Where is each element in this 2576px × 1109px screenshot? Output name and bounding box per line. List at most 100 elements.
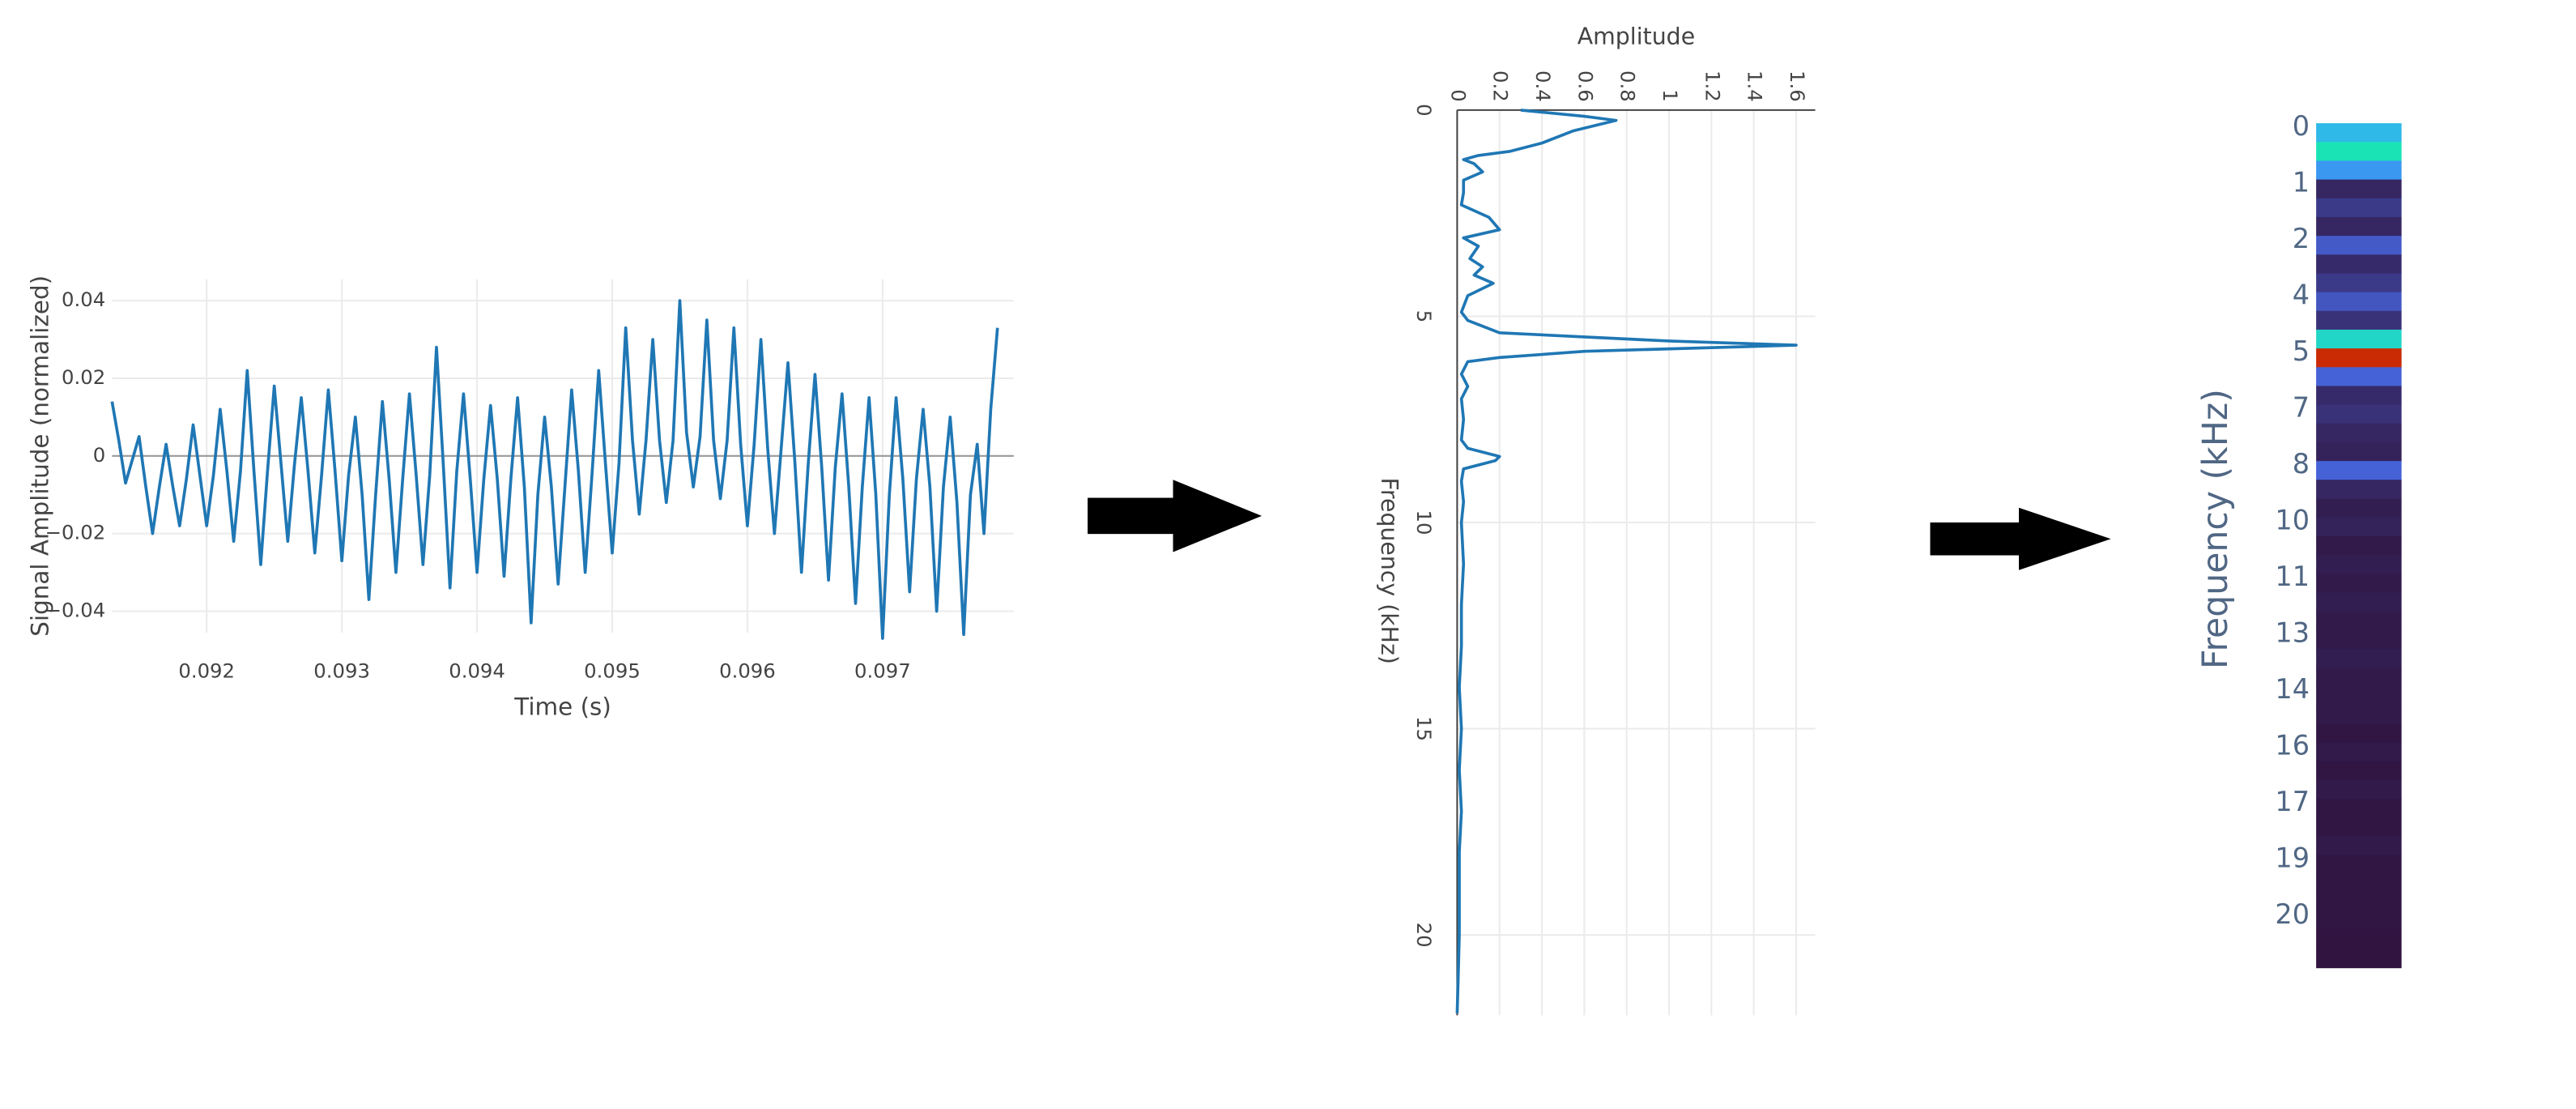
y-tick-label: 2 — [2293, 223, 2310, 254]
y-tick-label: 1 — [2293, 167, 2310, 198]
heatmap-cell — [2316, 367, 2402, 387]
heatmap-cell — [2316, 292, 2402, 312]
y-tick-label: 0.04 — [62, 288, 105, 311]
y-axis-title: Signal Amplitude (normalized) — [27, 275, 54, 637]
heatmap-cell — [2316, 836, 2402, 856]
y-tick-label: 8 — [2293, 448, 2310, 480]
y-tick-label: 4 — [2293, 279, 2310, 311]
y-tick-label: 0 — [2293, 110, 2310, 142]
heatmap-cell — [2316, 123, 2402, 143]
frequency-tick-label: 10 — [1412, 510, 1436, 535]
y-tick-label: 0.02 — [62, 365, 105, 389]
heatmap-cell — [2316, 498, 2402, 518]
y-tick-label: 11 — [2275, 561, 2310, 592]
x-tick-label: 0.096 — [719, 659, 776, 683]
heatmap-cell — [2316, 629, 2402, 650]
frequency-tick-label: 5 — [1412, 310, 1436, 322]
heatmap-cell — [2316, 554, 2402, 574]
heatmap-cell — [2316, 611, 2402, 631]
heatmap-cell — [2316, 592, 2402, 612]
heatmap-cell — [2316, 667, 2402, 687]
heatmap-cell — [2316, 310, 2402, 331]
heatmap-cell — [2316, 892, 2402, 912]
heatmap-cell — [2316, 779, 2402, 800]
heatmap-cell — [2316, 799, 2402, 818]
heatmap-cell — [2316, 517, 2402, 537]
heatmap-cell — [2316, 160, 2402, 181]
y-tick-label: 7 — [2293, 392, 2310, 424]
x-axis-title: Time (s) — [513, 693, 611, 721]
heatmap-cell — [2316, 648, 2402, 668]
heatmap-cell — [2316, 949, 2402, 969]
heatmap-cell — [2316, 705, 2402, 725]
arrow-head — [2019, 507, 2111, 570]
arrow-head — [1173, 480, 1262, 552]
amplitude-tick-label: 1.4 — [1744, 70, 1767, 102]
heatmap-cell — [2316, 254, 2402, 275]
plot: 0 0.2 0.4 0.6 0.8 1 1.2 1.4 1.6 0 5 10 15 20 Amplitude… — [1376, 23, 1816, 1016]
amplitude-tick-label: 0.4 — [1531, 70, 1555, 102]
heatmap-cell — [2316, 873, 2402, 894]
y-axis-title: Frequency (kHz) — [2195, 389, 2236, 669]
y-tick-label: 16 — [2275, 730, 2310, 761]
heatmap-cell — [2316, 236, 2402, 255]
heatmap-cell — [2316, 911, 2402, 931]
y-tick-label: −0.04 — [45, 598, 106, 621]
arrow-shaft — [1088, 497, 1177, 535]
x-tick-label: 0.095 — [584, 659, 641, 683]
heatmap-cell — [2316, 461, 2402, 480]
amplitude-tick-label: 1 — [1658, 89, 1682, 101]
signal-line — [110, 299, 999, 640]
frequency-tick-label: 0 — [1412, 104, 1436, 116]
heatmap-cell — [2316, 404, 2402, 424]
frequency-tick-label: 20 — [1412, 923, 1436, 948]
frequency-axis-title: Frequency (kHz) — [1376, 478, 1403, 664]
x-tick-label: 0.097 — [854, 659, 911, 683]
signal-line — [1455, 109, 1798, 1013]
plot: 0.092 0.093 0.094 0.095 0.096 0.097 −0.04 −0.02… — [27, 275, 1014, 721]
y-tick-label: 13 — [2275, 617, 2310, 649]
heatmap-cell — [2316, 179, 2402, 199]
heatmap-cell — [2316, 817, 2402, 838]
heatmap-cell — [2316, 723, 2402, 744]
heatmap-cell — [2316, 386, 2402, 406]
heatmap-cell — [2316, 480, 2402, 500]
heatmap-cell — [2316, 761, 2402, 781]
heatmap-cell — [2316, 535, 2402, 556]
x-tick-label: 0.094 — [449, 659, 505, 683]
heatmap-cell — [2316, 423, 2402, 443]
heatmap-cell — [2316, 930, 2402, 950]
amplitude-tick-label: 1.6 — [1786, 70, 1809, 102]
heatmap-cell — [2316, 742, 2402, 762]
arrow-shaft — [1930, 522, 2023, 556]
amplitude-tick-label: 1.2 — [1701, 70, 1724, 102]
y-tick-label: 19 — [2275, 842, 2310, 874]
arrow — [1930, 507, 2111, 570]
heatmap-cell — [2316, 441, 2402, 462]
y-tick-label: 17 — [2275, 786, 2310, 817]
y-tick-label: 10 — [2275, 505, 2310, 536]
heatmap-cell — [2316, 686, 2402, 706]
frequency-tick-label: 15 — [1412, 716, 1436, 741]
amplitude-tick-label: 0 — [1446, 89, 1470, 101]
y-tick-label: 0 — [93, 443, 105, 467]
arrow — [1088, 480, 1262, 552]
x-tick-label: 0.093 — [313, 659, 370, 683]
heatmap-cell — [2316, 273, 2402, 293]
amplitude-tick-label: 0.6 — [1573, 70, 1597, 102]
heatmap-cell — [2316, 329, 2402, 349]
y-tick-label: 14 — [2275, 673, 2310, 705]
y-tick-label: 5 — [2293, 335, 2310, 367]
amplitude-tick-label: 0.8 — [1616, 70, 1640, 102]
amplitude-tick-label: 0.2 — [1489, 70, 1513, 102]
heatmap-cell — [2316, 855, 2402, 875]
y-tick-label: 20 — [2275, 898, 2310, 930]
y-tick-label: −0.02 — [45, 521, 106, 544]
heatmap-cell — [2316, 574, 2402, 593]
heatmap-cell — [2316, 348, 2402, 368]
heatmap-cell — [2316, 216, 2402, 237]
x-tick-label: 0.092 — [178, 659, 235, 683]
heatmap-cell — [2316, 198, 2402, 218]
